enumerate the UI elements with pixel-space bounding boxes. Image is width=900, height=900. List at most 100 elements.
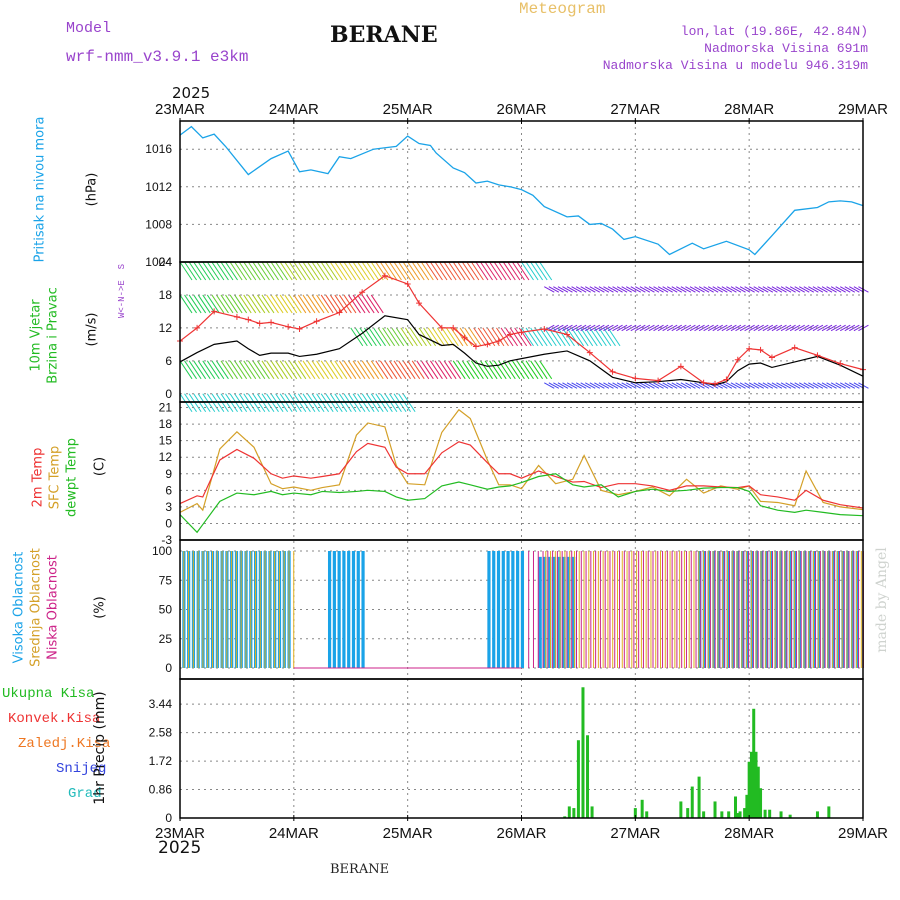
wind-barb-row — [307, 393, 320, 413]
wind-barb-row — [404, 327, 418, 347]
wind-barb-top-row — [521, 261, 534, 281]
wind-gust-marker — [723, 376, 730, 383]
wind-barb-row — [297, 294, 311, 314]
wind-barb-row — [457, 360, 471, 380]
wind-barb-row — [238, 393, 252, 413]
wind-barb-top-row — [284, 261, 298, 281]
wind-barb-row — [348, 393, 361, 413]
wind-barb-row — [316, 393, 330, 413]
wind-barb-row — [373, 327, 386, 347]
wind-arrow — [771, 324, 783, 332]
wind-gust-marker — [655, 377, 662, 384]
pressure-tick-label: 1008 — [145, 217, 172, 231]
wind-barb-top-row — [234, 261, 248, 281]
wind-arrow — [730, 286, 742, 293]
cloud-tick-label: 0 — [165, 661, 172, 675]
wind-arrow — [653, 382, 664, 389]
wind-tick-label: 6 — [165, 354, 172, 368]
cloud-high-bar — [347, 551, 351, 668]
wind-barb-row — [284, 360, 298, 380]
wind-barb-row — [584, 327, 598, 347]
precip-total-bar — [747, 761, 751, 818]
wind-barb-row — [402, 360, 416, 380]
wind-barb-top-row — [357, 261, 370, 281]
cloud-high-bar — [788, 551, 792, 668]
wind-arrow — [812, 286, 824, 293]
date-label-top: 28MAR — [724, 101, 774, 118]
cloud-high-bar — [812, 551, 816, 668]
precip-tick-label: 0 — [165, 811, 172, 825]
wind-gust-marker — [416, 300, 423, 307]
cloud-high-bar — [361, 551, 365, 668]
date-label-bottom: 23MAR — [155, 825, 205, 842]
wind-arrow — [689, 382, 701, 389]
wind-tick-label: 0 — [165, 387, 172, 401]
wind-barb-row — [509, 327, 523, 347]
wind-arrow — [685, 286, 696, 293]
wind-barb-row — [293, 294, 307, 314]
precip-frozen-legend: Zaledj.Kisa — [18, 736, 111, 752]
precip-total-bar — [736, 813, 740, 818]
wind-barb-row — [430, 360, 443, 380]
wind-arrow — [721, 286, 733, 293]
precip-total-bar — [727, 811, 731, 818]
wind-barb-row — [256, 360, 270, 380]
wind-arrow — [621, 286, 632, 293]
wind-barb-row — [197, 360, 211, 380]
cloud-high-bar — [745, 551, 749, 668]
wind-barb-row — [229, 393, 243, 413]
wind-barb-row — [443, 360, 457, 380]
wind-barb-row — [607, 327, 621, 347]
wind-arrow — [762, 286, 774, 293]
cloud-high-bar — [807, 551, 812, 668]
cloud-high-bar — [342, 551, 346, 668]
temp-tick-label: 18 — [159, 417, 173, 431]
wind-barb-row — [511, 360, 525, 380]
wind-barb-top-row — [266, 261, 279, 281]
wind-arrow — [671, 286, 683, 293]
precip-total-bar — [779, 811, 783, 818]
wind-arrow — [548, 286, 560, 293]
wind-barb-row — [261, 360, 275, 380]
wind-barb-row — [279, 393, 293, 413]
wind-arrow — [758, 382, 769, 389]
year-top: 2025 — [172, 84, 211, 102]
wind-barbs-layer — [179, 261, 869, 413]
wind-arrow — [612, 382, 623, 389]
wind-barb-row — [361, 393, 375, 413]
wind-barb-top-row — [498, 261, 512, 281]
wind-arrow — [780, 286, 792, 293]
wind-arrow — [589, 382, 601, 389]
precip-total-bar — [759, 788, 763, 818]
wind-barb-row — [325, 294, 339, 314]
wind-barb-row — [432, 327, 446, 347]
temp-tick-label: 12 — [159, 450, 173, 464]
wind-barb-top-row — [311, 261, 325, 281]
wind-barb-top-row — [489, 261, 503, 281]
wind-arrow — [789, 382, 801, 389]
wind-arrow — [630, 286, 642, 293]
cloud-high-bar — [506, 551, 510, 668]
wind-arrow — [585, 286, 596, 293]
wind-barb-row — [402, 393, 416, 413]
cloud-high-bar — [557, 556, 561, 668]
wind-arrow — [630, 324, 642, 332]
cloud-high-bar — [764, 551, 769, 668]
wind-arrow — [717, 324, 728, 332]
wind-barb-top-row — [320, 261, 334, 281]
wind-barb-row — [238, 294, 252, 314]
cloud-high-bar — [803, 551, 807, 668]
wind-gust-marker — [285, 323, 292, 330]
cloud-high-bar — [567, 556, 571, 668]
wind-barb-top-row — [480, 261, 493, 281]
wind-arrow — [585, 324, 596, 332]
wind-arrow — [557, 286, 569, 293]
wind-arrow — [603, 286, 614, 293]
wind-barb-row — [334, 393, 348, 413]
wind-barb-top-row — [389, 261, 402, 281]
wind-arrow — [844, 324, 856, 332]
temp-tick-label: 6 — [165, 483, 172, 497]
wind-barb-row — [370, 360, 384, 380]
wind-barb-row — [275, 294, 289, 314]
wind-barb-row — [279, 360, 293, 380]
